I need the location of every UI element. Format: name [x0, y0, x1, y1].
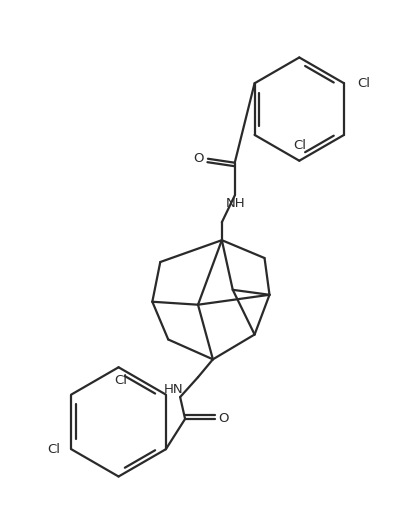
Text: O: O: [194, 152, 204, 165]
Text: Cl: Cl: [357, 77, 371, 90]
Text: NH: NH: [226, 197, 246, 210]
Text: Cl: Cl: [47, 443, 60, 455]
Text: Cl: Cl: [293, 139, 306, 152]
Text: HN: HN: [163, 382, 183, 396]
Text: Cl: Cl: [114, 373, 127, 387]
Text: O: O: [219, 413, 229, 425]
